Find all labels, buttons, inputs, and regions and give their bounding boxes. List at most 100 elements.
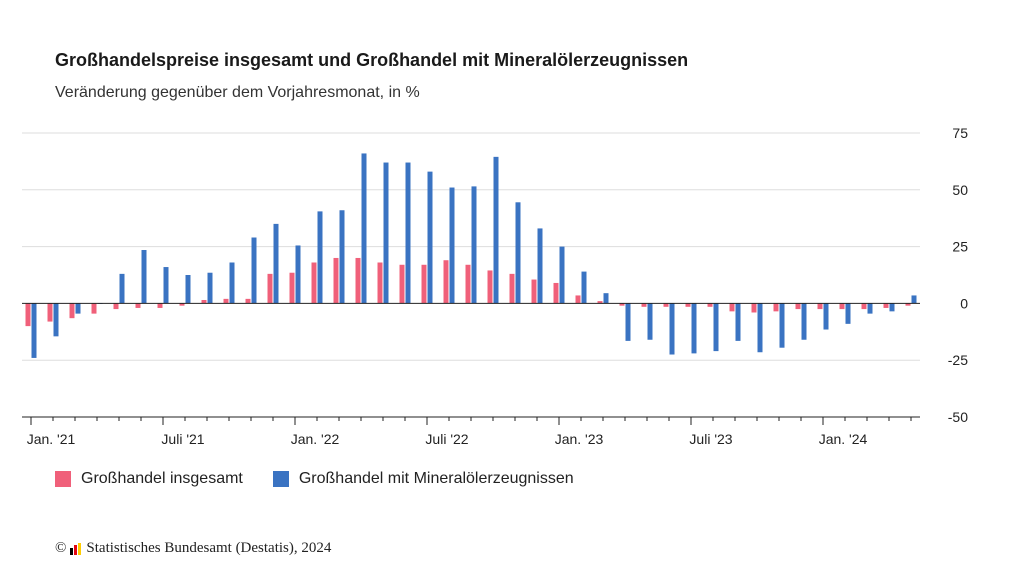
bar-grosshandel-insgesamt [91, 303, 97, 314]
bar-mineraloel [119, 273, 125, 304]
bar-mineraloel [647, 303, 653, 340]
x-tick-label: Jan. '23 [555, 431, 604, 447]
bar-grosshandel-insgesamt [751, 303, 757, 313]
bar-mineraloel [669, 303, 675, 355]
bar-mineraloel [295, 245, 301, 304]
bar-mineraloel [361, 153, 367, 304]
chart-subtitle: Veränderung gegenüber dem Vorjahresmonat… [55, 84, 420, 101]
legend-label-series1: Großhandel insgesamt [81, 470, 243, 487]
y-tick-label: 25 [952, 239, 968, 255]
bar-grosshandel-insgesamt [399, 264, 405, 304]
bar-mineraloel [581, 271, 587, 304]
bar-mineraloel [141, 250, 147, 304]
x-tick-label: Juli '23 [689, 431, 732, 447]
bar-grosshandel-insgesamt [157, 303, 163, 308]
bar-mineraloel [207, 272, 213, 304]
bar-mineraloel [713, 303, 719, 352]
bar-mineraloel [845, 303, 851, 324]
bar-grosshandel-insgesamt [575, 295, 581, 304]
legend-item-series2: Großhandel mit Mineralölerzeugnissen [272, 470, 574, 488]
bar-grosshandel-insgesamt [465, 264, 471, 304]
x-tick-label: Juli '21 [161, 431, 204, 447]
y-tick-label: 50 [952, 182, 968, 198]
gridlines [22, 132, 920, 361]
y-tick-label: -25 [948, 352, 968, 368]
bar-mineraloel [537, 228, 543, 304]
bar-grosshandel-insgesamt [333, 257, 339, 304]
bar-mineraloel [603, 293, 609, 304]
bar-grosshandel-insgesamt [135, 303, 141, 308]
bar-mineraloel [185, 275, 191, 304]
x-tick-label: Jan. '21 [27, 431, 76, 447]
bar-mineraloel [867, 303, 873, 314]
bar-mineraloel [273, 223, 279, 304]
bar-mineraloel [317, 211, 323, 304]
bar-grosshandel-insgesamt [707, 303, 713, 307]
bar-grosshandel-insgesamt [421, 264, 427, 304]
bar-mineraloel [757, 303, 763, 353]
bar-grosshandel-insgesamt [311, 262, 317, 304]
bar-mineraloel [911, 295, 917, 304]
bar-mineraloel [31, 303, 37, 358]
bar-grosshandel-insgesamt [443, 260, 449, 304]
bar-grosshandel-insgesamt [553, 282, 559, 304]
legend-item-series1: Großhandel insgesamt [55, 470, 243, 488]
chart-title: Großhandelspreise insgesamt und Großhand… [55, 50, 689, 70]
bar-grosshandel-insgesamt [685, 303, 691, 307]
bar-grosshandel-insgesamt [619, 303, 625, 306]
x-tick-label: Jan. '24 [819, 431, 868, 447]
source-text: Statistisches Bundesamt (Destatis), 2024 [86, 540, 332, 556]
bar-mineraloel [405, 162, 411, 304]
bar-grosshandel-insgesamt [245, 298, 251, 304]
x-tick-label: Juli '22 [425, 431, 468, 447]
bar-grosshandel-insgesamt [531, 279, 537, 304]
bar-grosshandel-insgesamt [773, 303, 779, 312]
bar-grosshandel-insgesamt [113, 303, 119, 310]
bar-mineraloel [471, 186, 477, 304]
bar-grosshandel-insgesamt [729, 303, 735, 312]
bar-grosshandel-insgesamt [355, 257, 361, 304]
bar-grosshandel-insgesamt [487, 270, 493, 304]
bar-grosshandel-insgesamt [69, 303, 75, 319]
bar-mineraloel [53, 303, 59, 337]
bar-mineraloel [339, 210, 345, 304]
destatis-logo-icon [70, 542, 82, 555]
bar-grosshandel-insgesamt [509, 273, 515, 304]
bar-grosshandel-insgesamt [641, 303, 647, 307]
bar-grosshandel-insgesamt [377, 262, 383, 304]
bar-mineraloel [229, 262, 235, 304]
bar-mineraloel [801, 303, 807, 340]
bar-mineraloel [515, 202, 521, 304]
bar-grosshandel-insgesamt [905, 303, 911, 306]
bar-grosshandel-insgesamt [179, 303, 185, 306]
legend-swatch-series1 [55, 471, 71, 487]
bar-grosshandel-insgesamt [25, 303, 31, 327]
x-tick-label: Jan. '22 [291, 431, 340, 447]
bar-mineraloel [163, 267, 169, 304]
bar-mineraloel [823, 303, 829, 330]
copyright-symbol: © [55, 540, 67, 556]
bar-grosshandel-insgesamt [795, 303, 801, 310]
legend-swatch-series2 [272, 471, 289, 487]
bar-mineraloel [889, 303, 895, 312]
bar-grosshandel-insgesamt [883, 303, 889, 308]
legend-label-series2: Großhandel mit Mineralölerzeugnissen [298, 470, 574, 487]
source-footer: © Statistisches Bundesamt (Destatis), 20… [55, 540, 331, 557]
bar-mineraloel [735, 303, 741, 341]
legend: Großhandel insgesamt Großhandel mit Mine… [55, 470, 604, 488]
y-tick-label: 0 [960, 295, 968, 311]
bar-mineraloel [691, 303, 697, 354]
bar-grosshandel-insgesamt [817, 303, 823, 310]
bar-mineraloel [449, 187, 455, 304]
y-tick-label: 75 [952, 125, 968, 141]
bar-grosshandel-insgesamt [663, 303, 669, 307]
bar-grosshandel-insgesamt [839, 303, 845, 310]
bar-mineraloel [493, 156, 499, 304]
bars [25, 153, 917, 358]
bar-mineraloel [75, 303, 81, 314]
bar-mineraloel [251, 237, 257, 304]
bar-grosshandel-insgesamt [861, 303, 867, 310]
bar-grosshandel-insgesamt [47, 303, 53, 322]
bar-mineraloel [625, 303, 631, 341]
